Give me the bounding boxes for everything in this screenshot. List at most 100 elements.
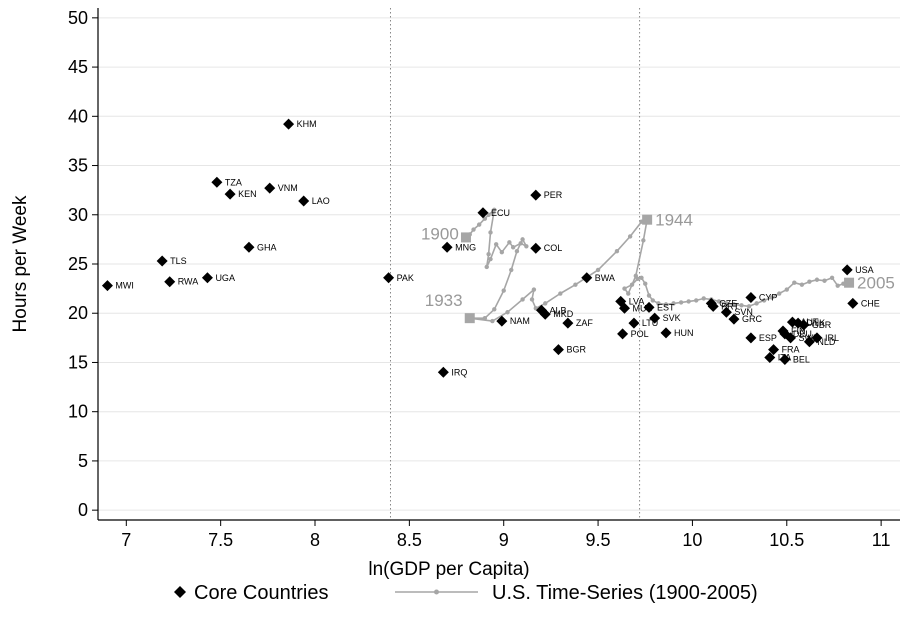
country-label: MNG [455, 242, 476, 252]
us-series-point [518, 241, 523, 246]
us-series-point [822, 278, 827, 283]
country-label: FIN [791, 326, 806, 336]
diamond-marker [164, 276, 176, 288]
us-series-point [746, 304, 752, 309]
country-point: FRA [768, 344, 800, 356]
us-series-point [643, 281, 648, 286]
diamond-marker [441, 241, 453, 253]
diamond-marker [785, 332, 797, 344]
country-label: SVN [734, 307, 753, 317]
us-series-point [531, 287, 537, 292]
country-label: LVA [629, 296, 645, 306]
country-label: IRL [825, 333, 839, 343]
year-marker [844, 277, 855, 288]
us-series-point [754, 301, 759, 306]
country-point: COL [530, 242, 563, 254]
us-series-point [492, 307, 497, 312]
core-countries: MWI TLS RWA UGA TZA KEN GHA VNM KHM LAO PAK IRQ MNG E… [101, 118, 880, 378]
country-point: PRT [707, 300, 740, 312]
us-series-point [663, 302, 669, 307]
diamond-marker [383, 272, 395, 284]
country-point: GHA [243, 241, 277, 253]
us-series-point [492, 207, 497, 213]
reference-lines [389, 8, 641, 520]
country-point: MUS [618, 302, 652, 314]
diamond-marker [707, 300, 719, 312]
diamond-marker [798, 319, 810, 331]
diamond-marker [803, 336, 815, 348]
diamond-marker [745, 332, 757, 344]
country-label: DNK [806, 318, 825, 328]
country-label: TLS [170, 256, 187, 266]
us-series-point [520, 237, 525, 242]
country-label: GBR [812, 320, 832, 330]
us-series-point [520, 297, 525, 302]
us-series-point [829, 275, 835, 280]
country-label: ZAF [576, 318, 594, 328]
us-series-point [488, 230, 493, 235]
x-tick-label: 10.5 [769, 530, 804, 550]
country-label: GHA [257, 242, 277, 252]
us-series-point [641, 238, 646, 243]
year-marker [464, 313, 475, 324]
us-series-point [814, 277, 820, 282]
legend-label-us: U.S. Time-Series (1900-2005) [492, 582, 758, 604]
country-label: KEN [238, 189, 257, 199]
diamond-marker [649, 312, 661, 324]
us-series-point [716, 299, 722, 304]
diamond-marker [101, 280, 113, 292]
us-series-point [739, 303, 744, 308]
us-series-point [529, 297, 535, 302]
y-tick-label: 40 [68, 106, 88, 126]
diamond-marker [156, 255, 168, 267]
country-label: EST [657, 302, 675, 312]
x-tick-label: 8.5 [397, 530, 422, 550]
country-label: PRT [721, 301, 739, 311]
country-label: SVK [663, 313, 681, 323]
us-series-point [622, 286, 627, 291]
country-point: EST [643, 301, 675, 313]
us-series-point [514, 249, 520, 254]
y-tick-label: 45 [68, 57, 88, 77]
diamond-marker [562, 317, 574, 329]
country-label: LTU [642, 318, 658, 328]
diamond-marker [764, 352, 776, 364]
country-point: SVN [720, 306, 753, 318]
us-series-point [507, 240, 512, 245]
us-series-point [493, 242, 499, 247]
us-series-point [724, 301, 729, 306]
y-tick-label: 5 [78, 451, 88, 471]
us-series-point [505, 310, 510, 315]
diamond-marker [224, 188, 236, 200]
country-point: CYP [745, 291, 777, 303]
country-point: IRL [811, 332, 839, 344]
legend-dot-marker [434, 589, 439, 595]
country-label: COL [544, 243, 563, 253]
year-label: 1944 [655, 211, 693, 230]
diamond-marker [768, 344, 780, 356]
diamond-marker [728, 313, 740, 325]
diamond-marker [530, 189, 542, 201]
country-label: MWI [115, 281, 134, 291]
country-point: ESP [745, 332, 777, 344]
us-series-point [761, 298, 767, 303]
us-series-point [573, 282, 578, 287]
us-series-point [777, 291, 782, 296]
us-series-point [595, 267, 601, 273]
country-label: UGA [215, 273, 235, 283]
country-point: TLS [156, 255, 187, 267]
us-series-point [471, 227, 476, 232]
country-point: IRQ [437, 366, 467, 378]
us-series-point [656, 301, 661, 306]
us-series-point [486, 251, 491, 257]
country-label: NAM [510, 316, 530, 326]
diamond-marker [660, 327, 672, 339]
country-label: CZE [719, 298, 737, 308]
country-point: NLD [803, 336, 836, 348]
grid-lines [98, 17, 900, 511]
diamond-marker [745, 291, 757, 303]
country-point: BWA [581, 272, 615, 284]
x-tick-label: 9 [499, 530, 509, 550]
us-series-point [476, 222, 482, 227]
diamond-marker [283, 118, 295, 130]
